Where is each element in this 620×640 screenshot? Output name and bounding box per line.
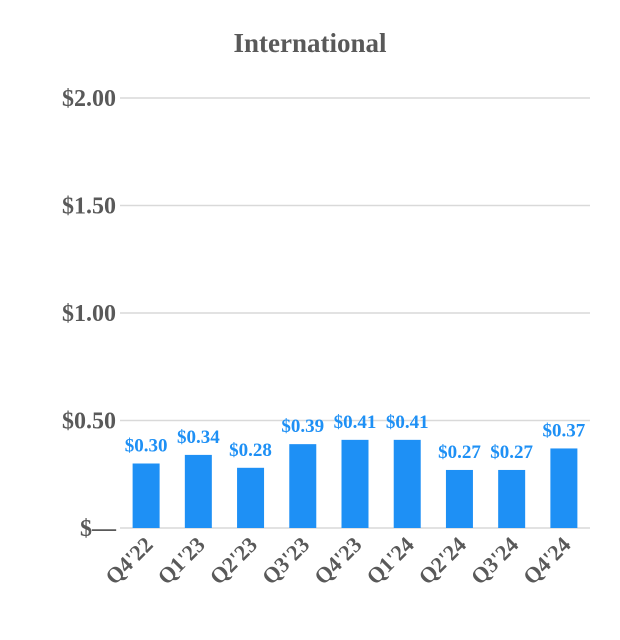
data-labels: $0.30 $0.34 $0.28 $0.39 $0.41 $0.41 $0.27 $0.27… [125, 412, 586, 463]
data-label: $0.41 [386, 412, 429, 433]
bar [289, 444, 317, 528]
data-label: $0.30 [125, 436, 168, 457]
bar [550, 448, 578, 528]
x-tick-label: Q2'24 [414, 532, 471, 589]
data-label: $0.37 [543, 420, 586, 441]
y-tick-label: $0.50 [62, 409, 116, 435]
y-tick-label: $— [80, 516, 117, 542]
bar [445, 469, 473, 528]
bar [184, 454, 212, 528]
data-label: $0.41 [334, 412, 377, 433]
data-label: $0.27 [438, 442, 481, 463]
x-tick-label: Q1'24 [361, 532, 418, 589]
bar [132, 463, 160, 528]
data-label: $0.34 [177, 427, 220, 448]
data-label: $0.27 [490, 442, 533, 463]
y-axis-ticks: $— $0.50 $1.00 $1.50 $2.00 [62, 86, 117, 542]
y-tick-label: $2.00 [62, 86, 116, 112]
bar [237, 467, 265, 528]
x-axis-ticks: Q4'22Q1'23Q2'23Q3'23Q4'23Q1'24Q2'24Q3'24… [100, 532, 575, 589]
data-label: $0.39 [281, 416, 324, 437]
data-label: $0.28 [229, 440, 272, 461]
y-tick-label: $1.50 [62, 194, 116, 220]
x-tick-label: Q3'24 [466, 532, 523, 589]
bar [393, 439, 421, 528]
x-tick-label: Q3'23 [257, 532, 314, 589]
x-tick-label: Q1'23 [152, 532, 209, 589]
y-tick-label: $1.00 [62, 301, 116, 327]
bar [341, 439, 369, 528]
bars [132, 439, 578, 528]
bar [498, 469, 526, 528]
x-tick-label: Q2'23 [205, 532, 262, 589]
chart-title: International [233, 28, 387, 58]
x-tick-label: Q4'23 [309, 532, 366, 589]
x-tick-label: Q4'24 [518, 532, 575, 589]
